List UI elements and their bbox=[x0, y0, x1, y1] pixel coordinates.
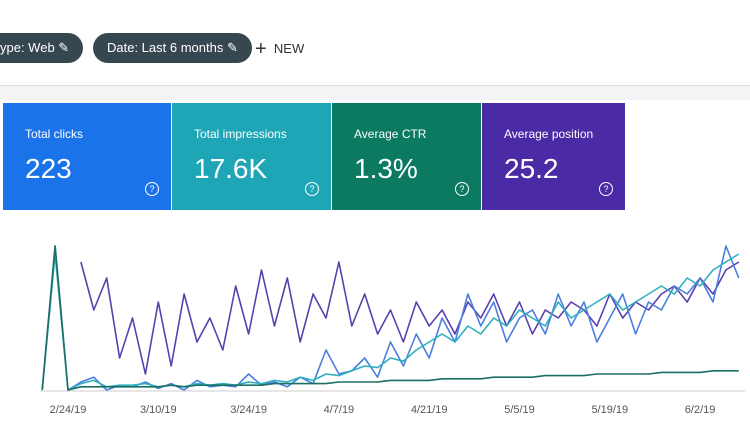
series-line bbox=[80, 261, 740, 375]
metric-value: 25.2 bbox=[504, 153, 559, 184]
x-tick-label: 6/2/19 bbox=[685, 404, 716, 416]
x-tick-label: 3/10/19 bbox=[140, 404, 177, 416]
x-tick-label: 4/7/19 bbox=[324, 404, 355, 416]
metric-label: Total impressions bbox=[194, 127, 287, 141]
help-icon[interactable]: ? bbox=[455, 182, 469, 196]
metric-card[interactable]: Total clicks 223? bbox=[3, 103, 171, 210]
x-tick-label: 5/5/19 bbox=[504, 404, 535, 416]
new-label: NEW bbox=[273, 40, 305, 56]
x-tick-label: 2/24/19 bbox=[50, 404, 87, 416]
metric-card[interactable]: Total impressions 17.6K? bbox=[172, 103, 331, 210]
filter-chip[interactable]: Date: Last 6 months ✎ bbox=[93, 33, 252, 63]
metric-value: 1.3% bbox=[354, 153, 418, 184]
metric-card[interactable]: Average position 25.2? bbox=[482, 103, 625, 210]
filter-chip[interactable]: ype: Web ✎ bbox=[0, 33, 84, 63]
metric-card[interactable]: Average CTR 1.3%? bbox=[332, 103, 481, 210]
help-icon[interactable]: ? bbox=[305, 182, 319, 196]
series-line bbox=[41, 245, 739, 391]
metric-label: Average position bbox=[504, 127, 594, 141]
x-tick-label: 3/24/19 bbox=[230, 404, 267, 416]
new-button[interactable]: + NEW bbox=[255, 38, 305, 60]
chip-label: Date: Last 6 months bbox=[107, 40, 224, 55]
metric-value: 17.6K bbox=[194, 153, 268, 184]
metric-value: 223 bbox=[25, 153, 72, 184]
series-line bbox=[41, 245, 740, 391]
help-icon[interactable]: ? bbox=[145, 182, 159, 196]
metric-label: Total clicks bbox=[25, 127, 84, 141]
x-tick-label: 5/19/19 bbox=[591, 404, 628, 416]
metric-label: Average CTR bbox=[354, 127, 427, 141]
x-tick-label: 4/21/19 bbox=[411, 404, 448, 416]
help-icon[interactable]: ? bbox=[599, 182, 613, 196]
chip-label: ype: Web bbox=[0, 40, 55, 55]
